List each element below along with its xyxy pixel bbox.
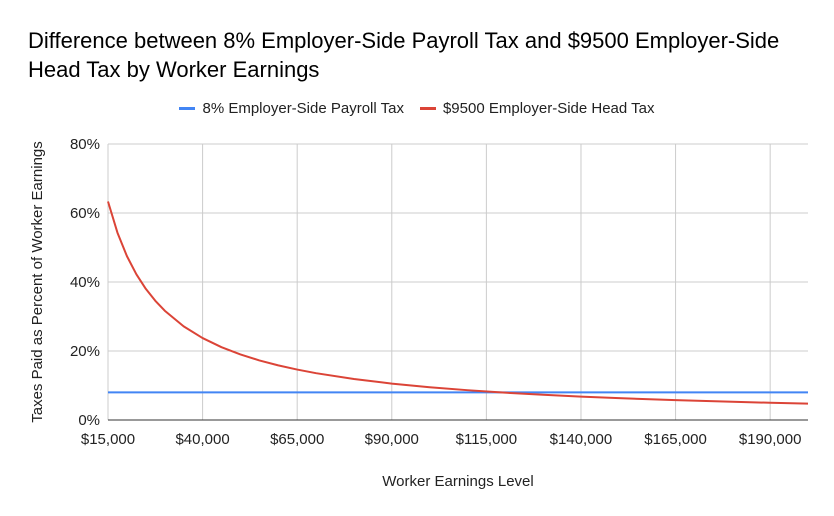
- legend-label-payroll-tax: 8% Employer-Side Payroll Tax: [202, 99, 404, 117]
- y-axis-label: Taxes Paid as Percent of Worker Earnings: [29, 141, 46, 423]
- x-tick-label: $65,000: [270, 431, 324, 448]
- x-tick-label: $15,000: [81, 431, 135, 448]
- y-tick-label: 0%: [78, 412, 100, 429]
- x-tick-label: $90,000: [365, 431, 419, 448]
- series-line-head-tax: [107, 201, 809, 405]
- x-tick-label: $115,000: [456, 431, 517, 448]
- y-tick-label: 60%: [70, 205, 100, 222]
- y-tick-label: 80%: [70, 136, 100, 153]
- chart-title: Difference between 8% Employer-Side Payr…: [28, 28, 780, 82]
- x-axis-label: Worker Earnings Level: [382, 473, 533, 490]
- legend-swatch-head-tax: [419, 106, 436, 110]
- x-tick-label: $190,000: [739, 431, 802, 448]
- x-tick-label: $40,000: [175, 431, 229, 448]
- x-tick-label: $140,000: [550, 431, 613, 448]
- legend-label-head-tax: $9500 Employer-Side Head Tax: [442, 99, 655, 117]
- legend-swatch-payroll-tax: [179, 106, 196, 110]
- legend-item-payroll-tax[interactable]: 8% Employer-Side Payroll Tax: [179, 99, 404, 117]
- legend: 8% Employer-Side Payroll Tax $9500 Emplo…: [0, 98, 834, 118]
- x-tick-label: $165,000: [644, 431, 707, 448]
- legend-item-head-tax[interactable]: $9500 Employer-Side Head Tax: [419, 99, 655, 117]
- y-tick-label: 20%: [70, 343, 100, 360]
- y-tick-label: 40%: [70, 274, 100, 291]
